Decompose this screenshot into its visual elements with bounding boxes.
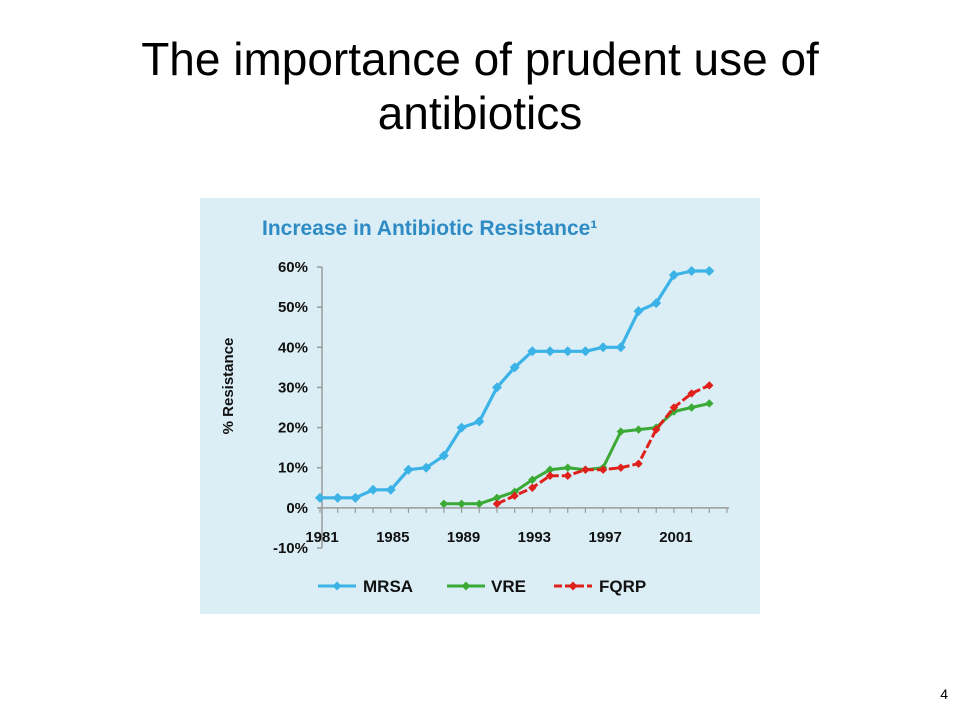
mrsa-point bbox=[615, 342, 626, 353]
mrsa-point bbox=[368, 484, 379, 495]
legend-item-vre: VRE bbox=[447, 577, 526, 596]
y-tick-label: -10% bbox=[273, 540, 308, 557]
fqrp-point bbox=[563, 471, 572, 480]
y-tick-label: 30% bbox=[278, 379, 308, 396]
mrsa-point bbox=[385, 484, 396, 495]
mrsa-point bbox=[509, 362, 520, 373]
y-tick-label: 60% bbox=[278, 259, 308, 276]
slide-title: The importance of prudent use of antibio… bbox=[141, 33, 819, 139]
fqrp-series bbox=[492, 381, 714, 509]
x-tick-label: 1997 bbox=[588, 529, 621, 546]
legend-item-fqrp: FQRP bbox=[554, 577, 646, 596]
axes: -10% 0% 10% 20% 30% 40% 50% 60% 1981 1985 1989 1993… bbox=[273, 259, 729, 557]
mrsa-point bbox=[403, 464, 414, 475]
mrsa-point bbox=[580, 346, 591, 357]
vre-line bbox=[443, 402, 710, 506]
fqrp-point bbox=[545, 471, 555, 480]
vre-point bbox=[492, 493, 502, 503]
vre-point bbox=[545, 465, 555, 474]
series-layer bbox=[315, 266, 715, 509]
mrsa-point bbox=[438, 450, 449, 461]
mrsa-point bbox=[527, 346, 538, 357]
legend: MRSA VRE FQRP bbox=[318, 577, 646, 596]
mrsa-point bbox=[315, 492, 325, 503]
fqrp-point bbox=[492, 499, 502, 509]
y-tick-label: 20% bbox=[278, 420, 308, 437]
mrsa-point bbox=[421, 462, 432, 473]
legend-label-mrsa: MRSA bbox=[363, 577, 413, 596]
vre-point bbox=[634, 425, 643, 434]
mrsa-point bbox=[350, 492, 361, 503]
mrsa-point bbox=[598, 342, 609, 353]
chart-title: Increase in Antibiotic Resistance¹ bbox=[262, 217, 597, 240]
mrsa-point bbox=[668, 270, 679, 281]
vre-point bbox=[705, 399, 714, 408]
fqrp-line bbox=[496, 384, 710, 506]
fqrp-point bbox=[581, 465, 590, 474]
y-tick-label: 50% bbox=[278, 299, 308, 316]
vre-point bbox=[439, 499, 449, 509]
mrsa-line bbox=[320, 269, 710, 500]
x-tick-label: 1993 bbox=[518, 529, 551, 546]
y-axis-label: % Resistance bbox=[220, 338, 237, 435]
mrsa-point bbox=[491, 382, 502, 393]
legend-label-fqrp: FQRP bbox=[599, 577, 646, 596]
legend-marker-mrsa bbox=[332, 581, 342, 591]
x-tick-label: 1989 bbox=[447, 529, 480, 546]
vre-point bbox=[687, 403, 696, 412]
y-tick-label: 40% bbox=[278, 339, 308, 356]
fqrp-point bbox=[616, 463, 626, 472]
fqrp-point bbox=[652, 425, 661, 434]
mrsa-point bbox=[474, 416, 485, 427]
vre-point bbox=[563, 463, 572, 472]
mrsa-point bbox=[456, 422, 467, 433]
mrsa-point bbox=[562, 346, 573, 357]
x-tick-label: 1985 bbox=[376, 529, 409, 546]
mrsa-point bbox=[332, 492, 343, 503]
vre-point bbox=[475, 499, 484, 509]
y-tick-label: 0% bbox=[286, 500, 308, 517]
mrsa-point bbox=[651, 298, 662, 309]
x-tick-label: 2001 bbox=[659, 529, 692, 546]
fqrp-point bbox=[634, 459, 643, 468]
legend-marker-fqrp bbox=[568, 581, 578, 591]
chart-panel: Increase in Antibiotic Resistance¹ % Res… bbox=[200, 198, 760, 614]
mrsa-point bbox=[686, 266, 697, 277]
mrsa-point bbox=[704, 266, 715, 277]
mrsa-point bbox=[545, 346, 556, 357]
vre-point bbox=[457, 499, 466, 509]
resistance-line-chart: Increase in Antibiotic Resistance¹ % Res… bbox=[220, 217, 729, 596]
mrsa-point bbox=[633, 306, 644, 317]
y-tick-label: 10% bbox=[278, 460, 308, 477]
fqrp-point bbox=[705, 381, 714, 390]
legend-marker-vre bbox=[461, 581, 471, 591]
page-number: 4 bbox=[940, 686, 948, 702]
mrsa-series bbox=[315, 266, 715, 503]
legend-label-vre: VRE bbox=[491, 577, 526, 596]
legend-item-mrsa: MRSA bbox=[318, 577, 413, 596]
x-tick-label: 1981 bbox=[305, 529, 338, 546]
